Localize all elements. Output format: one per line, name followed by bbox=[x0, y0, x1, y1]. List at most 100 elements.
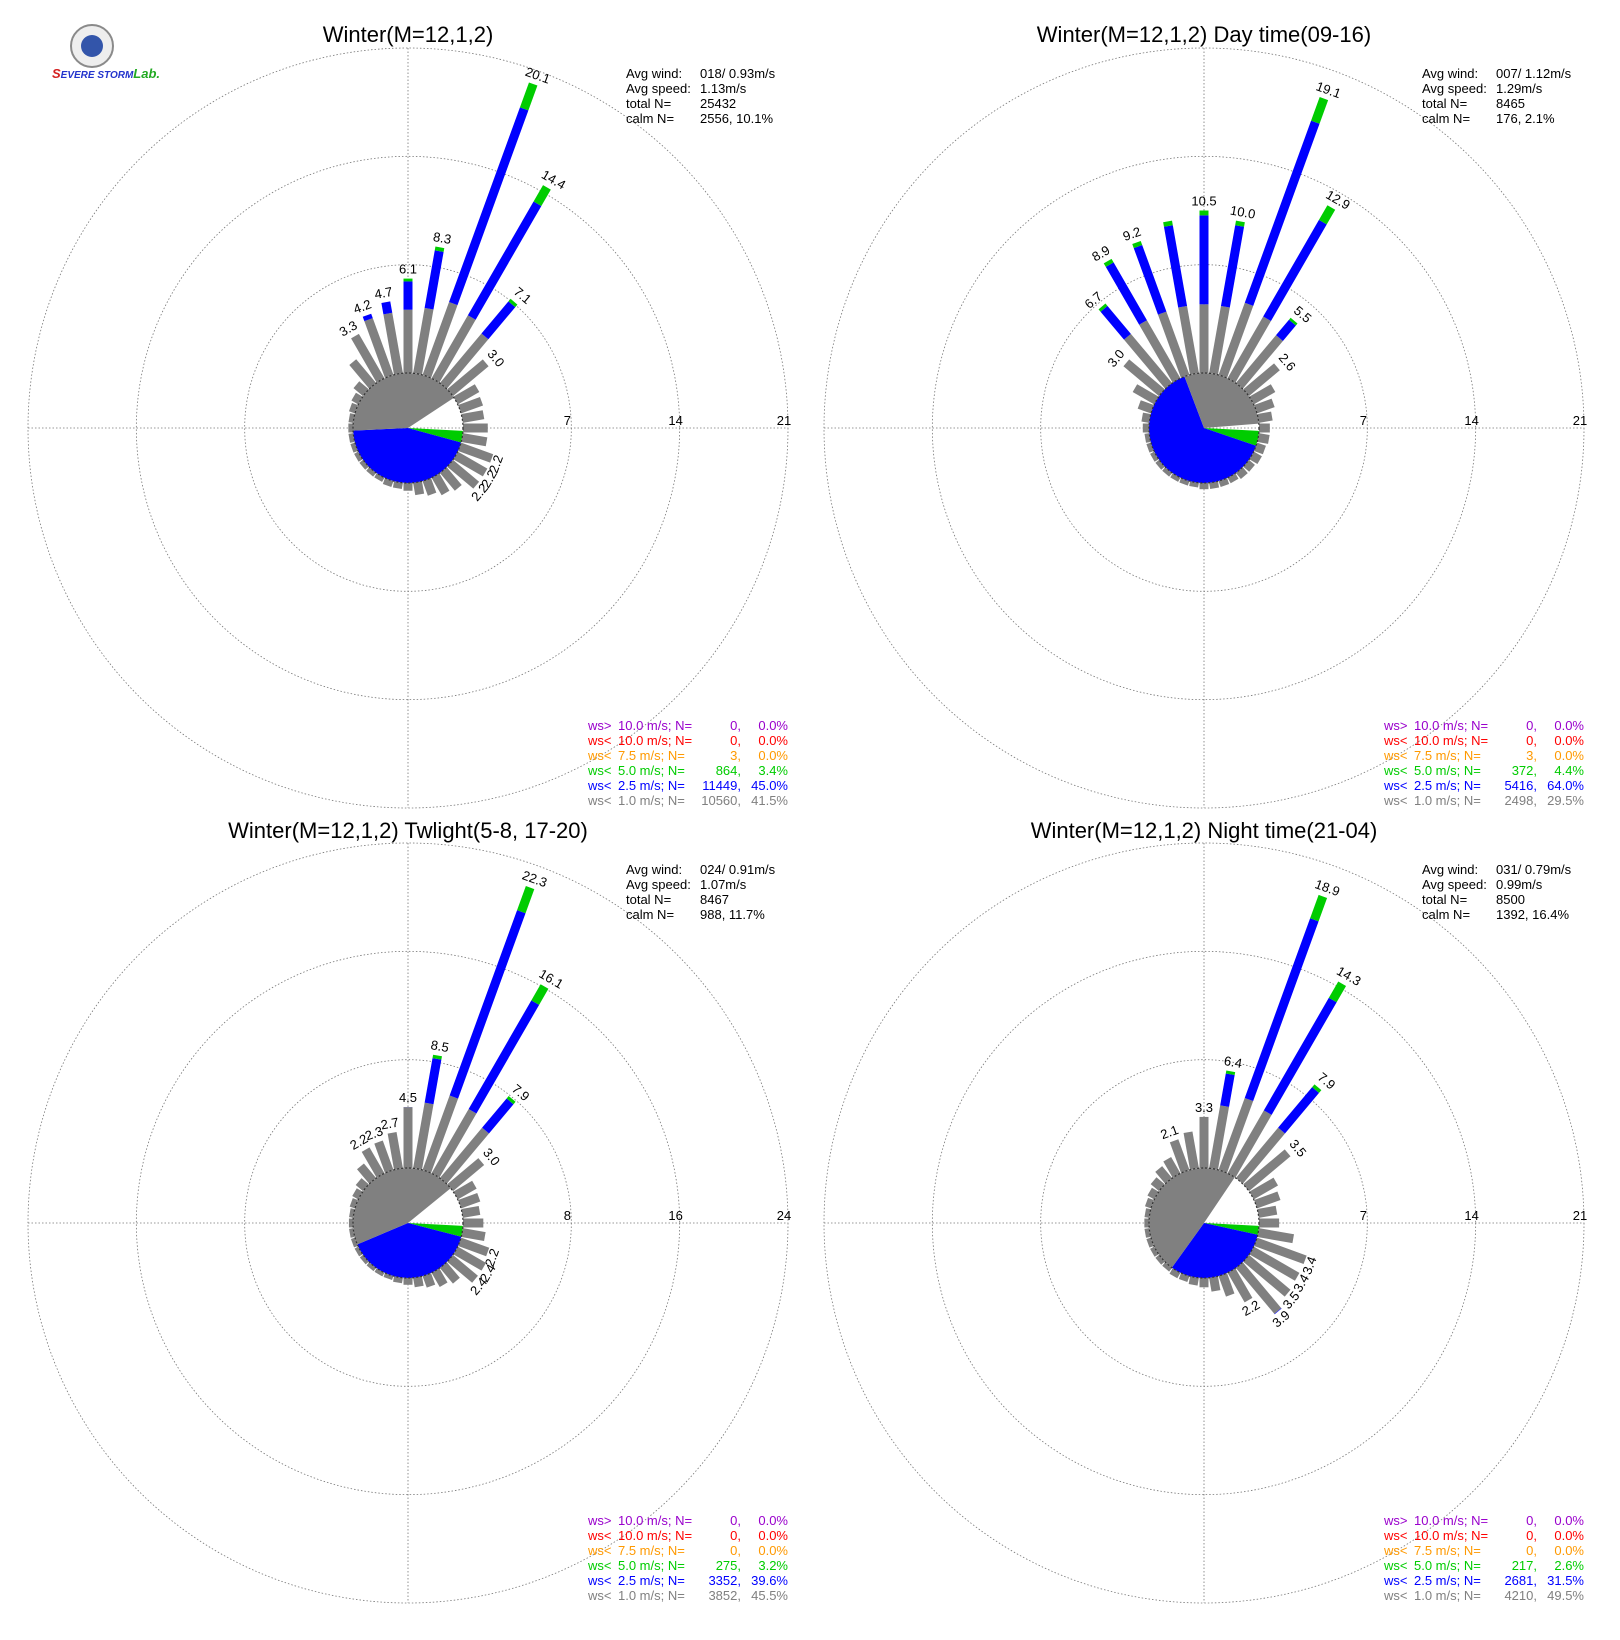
petal-segment-lt1 bbox=[1209, 481, 1220, 490]
petal-segment-lt1 bbox=[352, 1188, 363, 1200]
petal-160 bbox=[1218, 1273, 1235, 1297]
stats-value: 018/ 0.93m/s bbox=[700, 66, 776, 81]
petal-segment-lt5 bbox=[1103, 258, 1114, 267]
chart-title: Winter(M=12,1,2) Twlight(5-8, 17-20) bbox=[228, 818, 588, 843]
legend-pct: 29.5% bbox=[1547, 793, 1584, 808]
calm-pie-lt5 bbox=[408, 428, 463, 443]
petal-310 bbox=[355, 1178, 369, 1192]
petal-segment-lt1 bbox=[1155, 1166, 1173, 1184]
petal-290 bbox=[348, 402, 358, 414]
petal-0 bbox=[1199, 210, 1209, 373]
petal-segment-lt1 bbox=[1123, 359, 1165, 397]
petal-60 bbox=[453, 384, 480, 405]
calm-circle bbox=[352, 372, 464, 484]
petal-label: 6.4 bbox=[1223, 1053, 1243, 1071]
petal-190 bbox=[1188, 1276, 1199, 1286]
calm-pie-lt5 bbox=[1204, 1223, 1259, 1235]
stats-label: Avg speed: bbox=[1422, 81, 1487, 96]
petal-segment-lt1 bbox=[431, 1108, 477, 1178]
petal-segment-lt1 bbox=[1147, 1187, 1159, 1200]
petal-30 bbox=[431, 984, 549, 1178]
petal-segment-lt2-5 bbox=[403, 281, 413, 310]
petal-segment-lt1 bbox=[1146, 442, 1154, 453]
stats-value: 8465 bbox=[1496, 96, 1525, 111]
petal-segment-lt1 bbox=[1218, 1273, 1235, 1297]
petal-segment-lt2-5 bbox=[1244, 918, 1319, 1102]
petal-160 bbox=[422, 1273, 436, 1288]
legend-count: 0, bbox=[730, 1528, 741, 1543]
petal-label: 10.0 bbox=[1229, 203, 1257, 222]
petal-segment-lt1 bbox=[1249, 384, 1276, 405]
stats-label: Avg wind: bbox=[1422, 66, 1478, 81]
legend-speed: 2.5 m/s; N= bbox=[1414, 778, 1481, 793]
petal-segment-lt2-5 bbox=[1199, 215, 1209, 305]
legend-speed: 1.0 m/s; N= bbox=[1414, 1588, 1481, 1603]
petal-segment-lt1 bbox=[453, 1246, 487, 1271]
legend-pct: 4.4% bbox=[1554, 763, 1584, 778]
petal-segment-lt1 bbox=[1257, 1205, 1278, 1218]
legend-op: ws< bbox=[1383, 1558, 1407, 1573]
petal-50 bbox=[447, 359, 489, 397]
petal-segment-lt2-5 bbox=[1244, 120, 1320, 306]
petal-50 bbox=[1243, 1149, 1291, 1192]
petal-230 bbox=[359, 1254, 369, 1265]
petal-segment-lt1 bbox=[447, 359, 489, 397]
ring-label: 8 bbox=[564, 1208, 571, 1223]
legend-count: 0, bbox=[730, 1543, 741, 1558]
petal-30 bbox=[1227, 981, 1347, 1178]
petal-segment-lt2-5 bbox=[481, 301, 516, 340]
petal-80 bbox=[461, 1205, 481, 1218]
petal-0 bbox=[1199, 1116, 1209, 1168]
petal-segment-lt2-5 bbox=[1278, 1087, 1320, 1134]
petal-180 bbox=[1199, 1278, 1209, 1288]
petal-segment-lt2-5 bbox=[467, 201, 542, 320]
petal-segment-lt1 bbox=[1162, 1262, 1173, 1272]
petal-segment-lt5 bbox=[1318, 205, 1336, 225]
petal-segment-lt5 bbox=[1098, 303, 1108, 312]
petal-segment-lt1 bbox=[1257, 433, 1270, 444]
petal-170 bbox=[1209, 1276, 1221, 1292]
petal-segment-lt2-5 bbox=[1133, 244, 1167, 315]
petal-segment-lt1 bbox=[1169, 1139, 1190, 1173]
legend-op: ws< bbox=[587, 1573, 611, 1588]
petal-250 bbox=[1146, 442, 1154, 453]
petal-segment-lt1 bbox=[413, 307, 434, 375]
petal-200 bbox=[1179, 478, 1190, 486]
calm-pie-lt2-5 bbox=[1149, 376, 1257, 483]
petal-segment-lt5 bbox=[531, 984, 549, 1005]
petal-segment-lt1 bbox=[348, 402, 358, 414]
legend-op: ws< bbox=[587, 748, 611, 763]
petal-90 bbox=[1259, 1218, 1280, 1228]
petal-segment-lt1 bbox=[1235, 467, 1248, 479]
petal-segment-lt1 bbox=[355, 1178, 369, 1192]
petal-segment-lt1 bbox=[413, 1276, 424, 1288]
petal-segment-lt1 bbox=[1178, 1273, 1190, 1283]
petal-40 bbox=[439, 298, 518, 389]
petal-10 bbox=[413, 246, 445, 375]
chart-title: Winter(M=12,1,2) Night time(21-04) bbox=[1031, 818, 1378, 843]
petal-segment-lt1 bbox=[403, 1107, 413, 1168]
petal-segment-lt1 bbox=[461, 1228, 486, 1241]
legend-pct: 0.0% bbox=[758, 748, 788, 763]
petal-segment-lt1 bbox=[413, 1102, 434, 1170]
petal-segment-lt1 bbox=[374, 1140, 394, 1173]
petal-20 bbox=[422, 886, 535, 1173]
petal-40 bbox=[1235, 1084, 1322, 1184]
petal-segment-lt1 bbox=[1209, 305, 1230, 375]
petal-20 bbox=[1218, 97, 1329, 378]
wind-rose-panel-2: Winter(M=12,1,2) Day time(09-16) 7 14 21 10.… bbox=[823, 22, 1587, 809]
legend-count: 0, bbox=[730, 733, 741, 748]
petal-300 bbox=[351, 392, 363, 405]
petal-label: 18.9 bbox=[1313, 876, 1342, 899]
legend-pct: 45.0% bbox=[751, 778, 788, 793]
petal-segment-lt1 bbox=[1150, 451, 1159, 462]
legend-pct: 0.0% bbox=[758, 1543, 788, 1558]
petal-segment-lt1 bbox=[1155, 1254, 1165, 1265]
chart-title: Winter(M=12,1,2) Day time(09-16) bbox=[1037, 22, 1371, 47]
petal-label: 4.5 bbox=[399, 1090, 417, 1105]
petal-segment-lt1 bbox=[1199, 304, 1209, 373]
stats-label: total N= bbox=[1422, 96, 1467, 111]
wind-rose-panel-4: Winter(M=12,1,2) Night time(21-04) 7 14 21 3… bbox=[823, 818, 1587, 1604]
